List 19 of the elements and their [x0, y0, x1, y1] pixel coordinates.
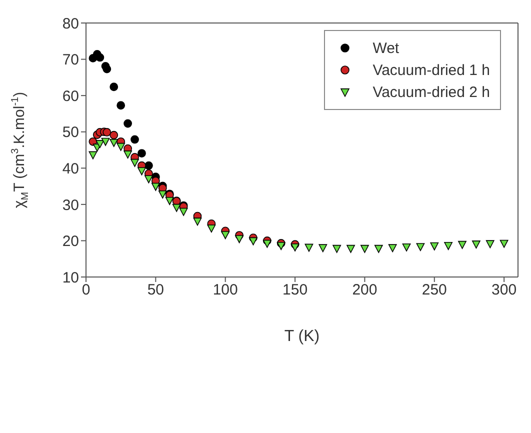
legend-label: Vacuum-dried 2 h — [372, 84, 490, 100]
y-tick-label: 20 — [62, 233, 79, 250]
y-tick-label: 50 — [62, 124, 79, 142]
x-tick-label: 0 — [82, 282, 90, 299]
x-tick-label: 250 — [422, 282, 447, 299]
legend-label: Vacuum-dried 1 h — [372, 62, 490, 78]
x-axis-title: T (K) — [284, 328, 320, 345]
x-tick-label: 200 — [352, 282, 378, 299]
x-tick-label: 50 — [147, 282, 164, 299]
y-tick-label: 10 — [62, 269, 79, 286]
x-tick-label: 100 — [212, 282, 238, 299]
y-tick-label: 30 — [62, 196, 79, 214]
x-tick-label: 150 — [282, 282, 308, 299]
y-tick-label: 80 — [62, 15, 79, 32]
y-tick-label: 40 — [62, 160, 79, 178]
y-tick-label: 70 — [62, 52, 79, 69]
y-tick-label: 60 — [62, 88, 79, 105]
x-tick-label: 300 — [492, 282, 517, 299]
legend-label: Wet — [372, 40, 400, 56]
